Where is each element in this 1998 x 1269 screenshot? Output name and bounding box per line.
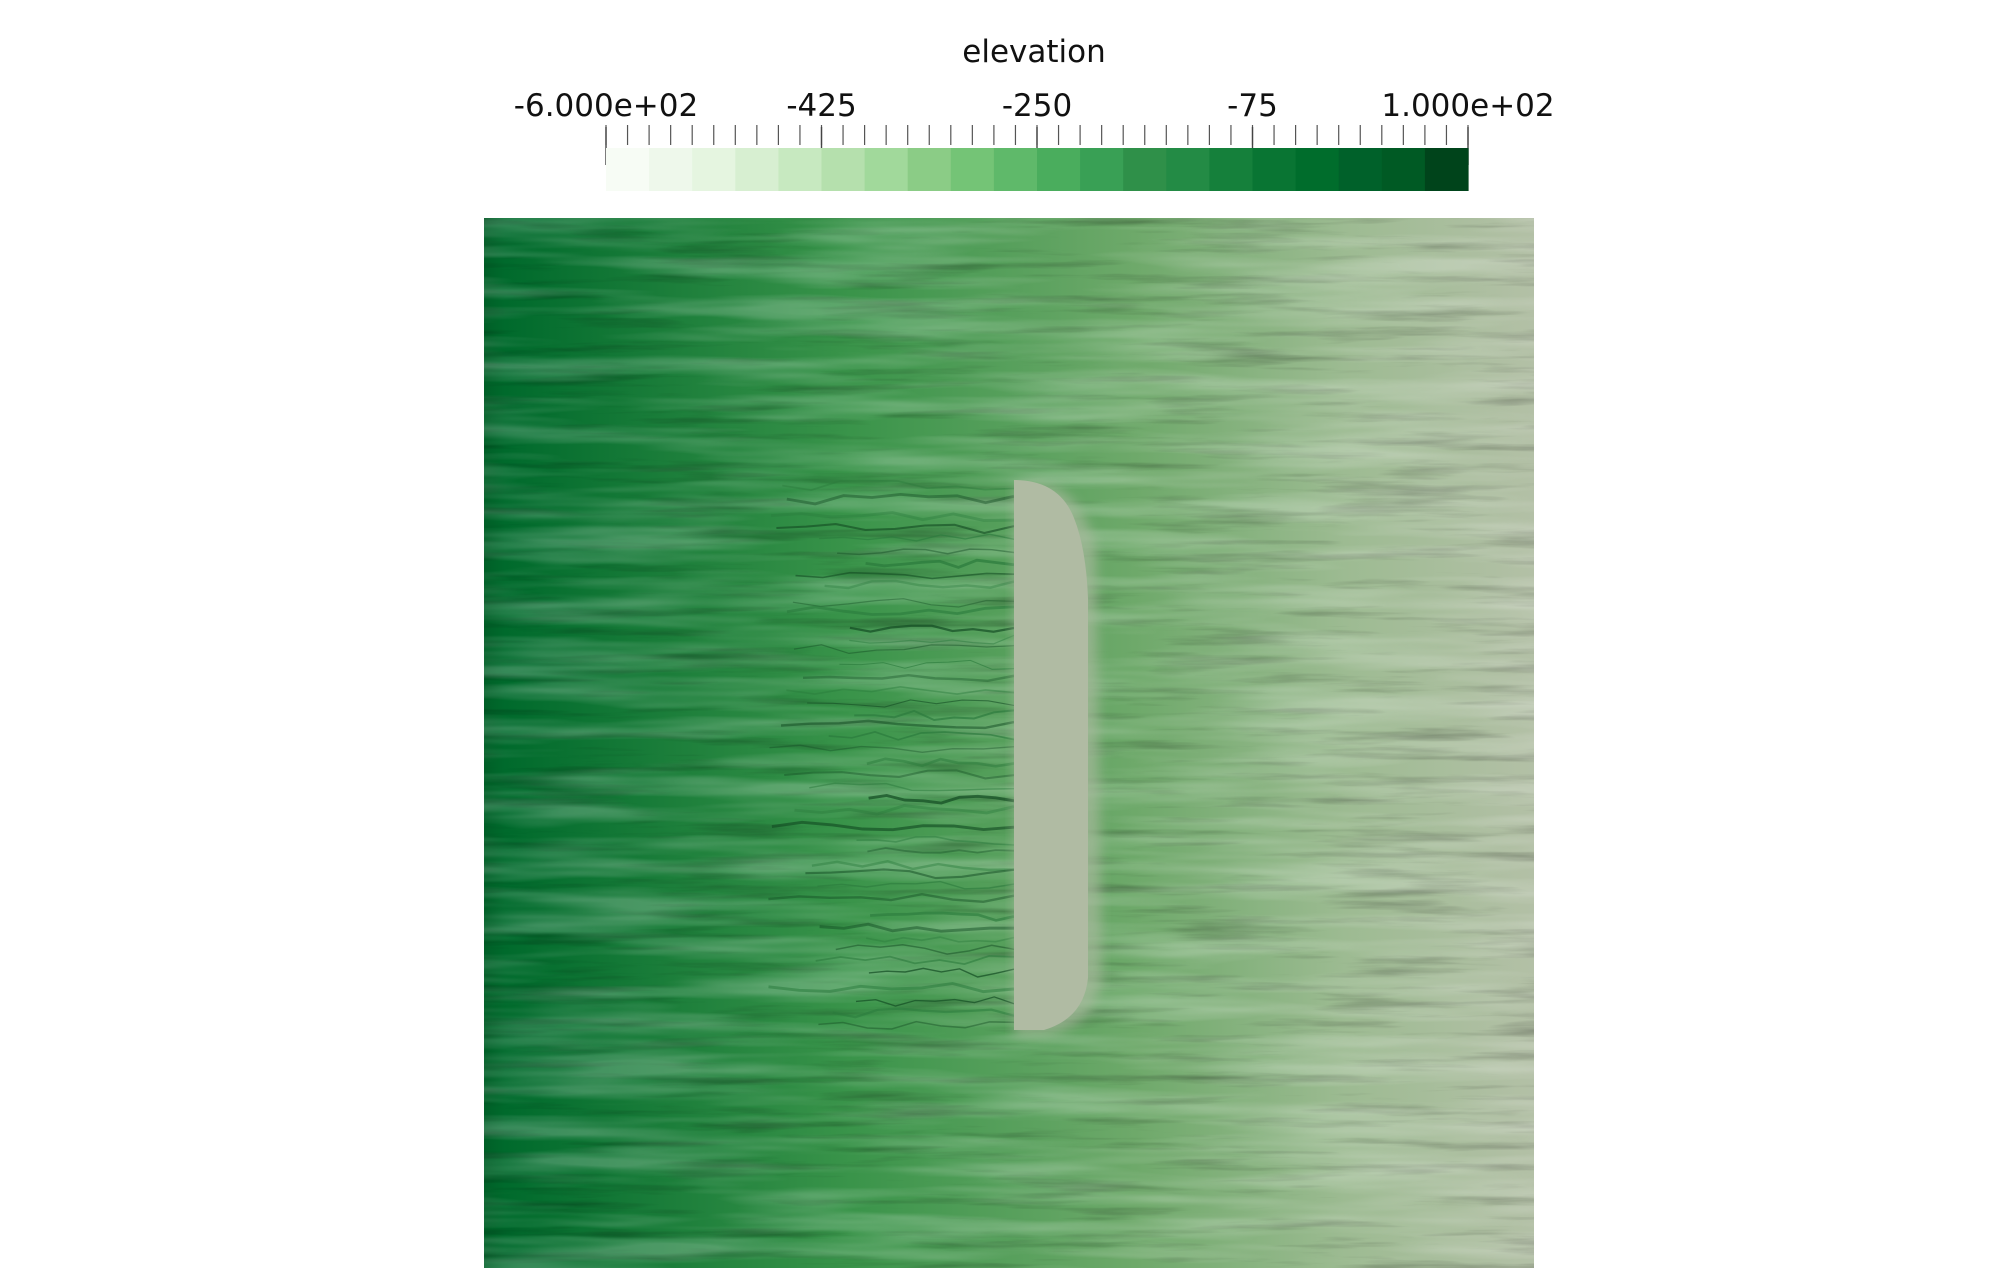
canyon-channel bbox=[809, 782, 1015, 792]
canyon-channel bbox=[771, 820, 1015, 832]
canyon-channel bbox=[867, 847, 1015, 854]
canyon-channel bbox=[786, 492, 1015, 506]
colorbar-band bbox=[907, 148, 952, 191]
canyon-channel bbox=[805, 868, 1015, 880]
canyon-channel bbox=[824, 579, 1015, 590]
canyon-channel bbox=[849, 624, 1015, 633]
canyon-channel bbox=[819, 533, 1015, 542]
canyon-channel bbox=[807, 699, 1015, 708]
colorbar-band bbox=[692, 148, 736, 191]
canyon-channel bbox=[771, 511, 1015, 522]
canyon-channel bbox=[817, 880, 1015, 890]
canyon-channel bbox=[839, 659, 1015, 670]
terrain-ridges-light bbox=[484, 218, 1534, 1268]
colorbar-band bbox=[1295, 148, 1340, 191]
canyon-channel bbox=[780, 719, 1015, 730]
canyon-channel bbox=[870, 911, 1015, 922]
canyon-channel bbox=[784, 769, 1015, 780]
colorbar-band bbox=[1252, 148, 1297, 191]
canyon-channel bbox=[776, 523, 1015, 535]
colorbar-tick-label: -75 bbox=[1227, 88, 1278, 124]
colorbar-bands bbox=[606, 148, 1469, 191]
canyon-channel bbox=[786, 685, 1015, 695]
colorbar-band bbox=[821, 148, 866, 191]
canyon-channel bbox=[868, 967, 1015, 978]
colorbar-title: elevation bbox=[962, 34, 1106, 70]
canyon-channel bbox=[815, 955, 1015, 966]
canyon-channel bbox=[802, 673, 1015, 683]
colorbar-band bbox=[864, 148, 909, 191]
canyon-channel bbox=[818, 1020, 1015, 1030]
colorbar-band bbox=[950, 148, 995, 191]
canyon-channel bbox=[795, 571, 1015, 580]
colorbar-tick-label: -425 bbox=[786, 88, 857, 124]
colorbar-band bbox=[993, 148, 1038, 191]
canyon-channel bbox=[855, 996, 1015, 1007]
canyon-channel bbox=[782, 479, 1015, 491]
colorbar-band bbox=[1209, 148, 1254, 191]
colorbar-band bbox=[649, 148, 693, 191]
canyon-channel bbox=[856, 835, 1015, 846]
canyon-channel bbox=[819, 922, 1014, 933]
colorbar-band bbox=[1338, 148, 1383, 191]
colorbar-tick-label: 1.000e+02 bbox=[1381, 88, 1555, 124]
colorbar-band bbox=[606, 148, 650, 191]
canyon-channel bbox=[849, 634, 1015, 645]
canyon-channel bbox=[854, 709, 1015, 722]
colorbar-band bbox=[1123, 148, 1167, 191]
colorbar-tick-label: -6.000e+02 bbox=[513, 88, 699, 124]
canyon-channel bbox=[794, 804, 1015, 816]
canyon-channel bbox=[866, 757, 1015, 768]
colorbar-band bbox=[1037, 148, 1081, 191]
canyon-channel bbox=[828, 731, 1015, 741]
canyon-channel bbox=[866, 936, 1015, 943]
canyon-channel bbox=[768, 892, 1015, 903]
colorbar-band bbox=[735, 148, 779, 191]
canyon-channel bbox=[792, 598, 1015, 608]
terrain-elevation-render[interactable] bbox=[484, 218, 1534, 1268]
canyon-channel bbox=[865, 558, 1015, 569]
canyon-channel bbox=[786, 605, 1015, 616]
colorbar-band bbox=[1381, 148, 1426, 191]
canyon-channel bbox=[868, 794, 1015, 805]
colorbar bbox=[605, 125, 1469, 191]
terrain-canyons bbox=[768, 479, 1015, 1030]
uplifted-plateau bbox=[1014, 480, 1088, 1030]
canyon-channel bbox=[832, 1007, 1015, 1019]
canyon-channel bbox=[835, 944, 1015, 955]
canyon-channel bbox=[768, 982, 1015, 994]
canyon-channel bbox=[769, 744, 1015, 754]
colorbar-band bbox=[1424, 148, 1469, 191]
colorbar-band bbox=[778, 148, 823, 191]
colorbar-ticks bbox=[605, 125, 1469, 165]
canyon-channel bbox=[811, 860, 1015, 872]
colorbar-band bbox=[1166, 148, 1210, 191]
canyon-channel bbox=[793, 644, 1015, 655]
canyon-channel bbox=[837, 548, 1015, 556]
colorbar-band bbox=[1080, 148, 1124, 191]
colorbar-tick-label: -250 bbox=[1001, 88, 1073, 124]
